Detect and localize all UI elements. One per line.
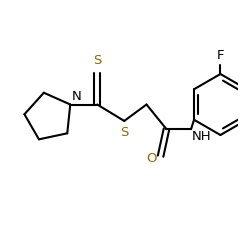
Text: S: S <box>120 126 128 139</box>
Text: F: F <box>217 49 224 62</box>
Text: O: O <box>147 152 157 165</box>
Text: NH: NH <box>192 130 211 143</box>
Text: S: S <box>93 54 101 67</box>
Text: N: N <box>72 90 82 103</box>
